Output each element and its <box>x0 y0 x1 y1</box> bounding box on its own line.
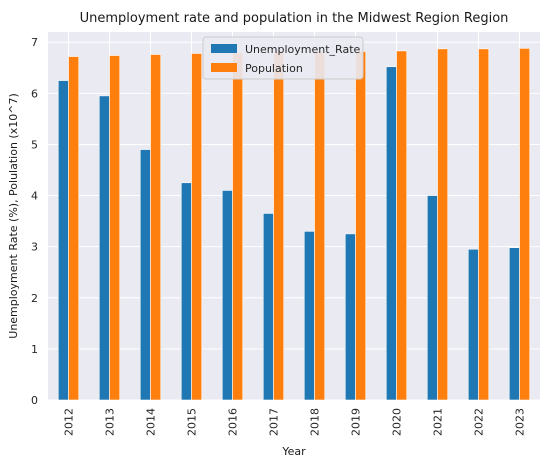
bar-unemployment-rate <box>426 195 438 401</box>
x-tick-label: 2023 <box>514 408 527 436</box>
bar-population <box>109 55 121 401</box>
bar-population <box>396 50 408 401</box>
legend-label: Population <box>245 62 303 75</box>
x-tick-label: 2014 <box>145 408 158 436</box>
bar-population <box>232 52 244 401</box>
y-tick-label: 0 <box>31 394 38 407</box>
bar-population <box>273 52 285 401</box>
bar-unemployment-rate <box>303 231 315 401</box>
x-tick-label: 2019 <box>350 408 363 436</box>
legend-swatch <box>211 44 237 53</box>
x-axis-ticks: 2012 2013 2014 2015 2016 2017 2018 2019 2020 2021… <box>63 408 527 436</box>
x-tick-label: 2017 <box>268 408 281 436</box>
bar-population <box>478 48 490 401</box>
legend-frame <box>202 36 364 80</box>
bar-population <box>68 56 80 401</box>
y-axis-label: Unemployment Rate (%), Polulation (x10^7… <box>7 93 20 338</box>
legend: Unemployment_Rate Population <box>202 36 364 80</box>
bar-population <box>191 53 203 401</box>
bar-population <box>355 51 367 401</box>
y-tick-label: 1 <box>31 343 38 356</box>
y-axis-ticks: 0 1 2 3 4 5 6 7 <box>31 36 38 407</box>
x-tick-label: 2015 <box>186 408 199 436</box>
bar-unemployment-rate <box>262 213 274 401</box>
x-tick-label: 2022 <box>473 408 486 436</box>
x-tick-label: 2013 <box>104 408 117 436</box>
bar-unemployment-rate <box>180 182 192 401</box>
bar-unemployment-rate <box>57 80 69 401</box>
x-tick-label: 2021 <box>432 408 445 436</box>
y-tick-label: 5 <box>31 138 38 151</box>
y-tick-label: 3 <box>31 241 38 254</box>
x-tick-label: 2016 <box>227 408 240 436</box>
chart-title: Unemployment rate and population in the … <box>80 11 509 26</box>
bar-population <box>519 48 531 401</box>
bar-population <box>314 51 326 401</box>
bar-unemployment-rate <box>221 190 233 401</box>
bar-unemployment-rate <box>385 66 397 401</box>
bar-unemployment-rate <box>467 248 479 401</box>
y-tick-label: 6 <box>31 87 38 100</box>
bars <box>57 48 531 401</box>
y-tick-label: 7 <box>31 36 38 49</box>
bar-unemployment-rate <box>508 247 520 401</box>
bar-population <box>150 54 162 401</box>
bar-unemployment-rate <box>98 95 110 401</box>
x-tick-label: 2012 <box>63 408 76 436</box>
x-tick-label: 2020 <box>391 408 404 436</box>
bar-population <box>437 48 449 401</box>
legend-label: Unemployment_Rate <box>245 43 361 56</box>
plot-area <box>48 32 540 400</box>
bar-unemployment-rate <box>344 233 356 401</box>
x-tick-label: 2018 <box>309 408 322 436</box>
x-axis-label: Year <box>281 445 306 458</box>
legend-swatch <box>211 63 237 72</box>
bar-unemployment-rate <box>139 149 151 401</box>
y-tick-label: 2 <box>31 292 38 305</box>
y-tick-label: 4 <box>31 190 38 203</box>
